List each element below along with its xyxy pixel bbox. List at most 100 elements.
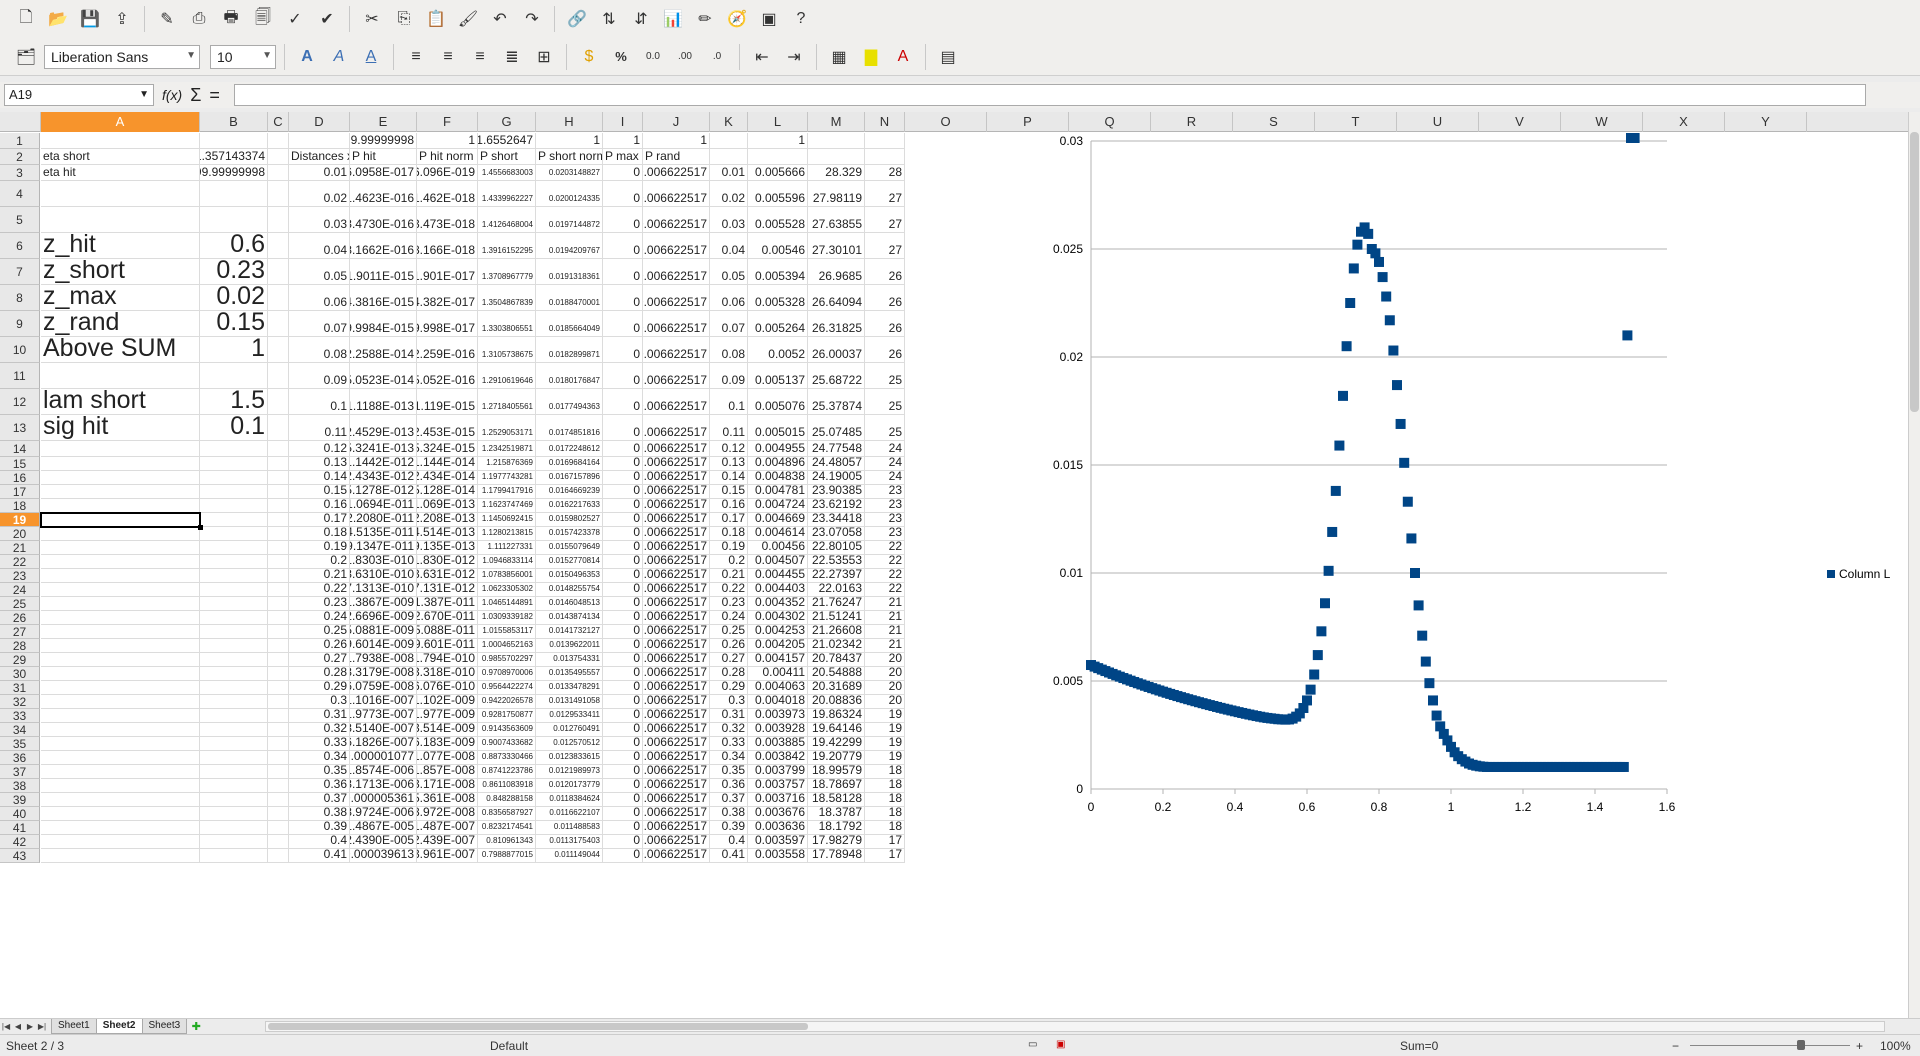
- cell-c5[interactable]: [268, 207, 289, 233]
- cell-g28[interactable]: 1.0004652163: [478, 639, 536, 653]
- cell-j27[interactable]: 0.006622517: [643, 625, 710, 639]
- cell-a12[interactable]: lam short: [41, 389, 200, 415]
- cell-g23[interactable]: 1.0783856001: [478, 569, 536, 583]
- cell-f8[interactable]: 4.382E-017: [417, 285, 478, 311]
- cell-d3[interactable]: 0.01: [289, 165, 350, 181]
- cell-h17[interactable]: 0.0164669239: [536, 485, 603, 499]
- cell-k31[interactable]: 0.29: [710, 681, 748, 695]
- cell-b19[interactable]: [200, 513, 268, 527]
- column-header-g[interactable]: G: [478, 112, 536, 132]
- cell-f33[interactable]: 1.977E-009: [417, 709, 478, 723]
- cell-f31[interactable]: 6.076E-010: [417, 681, 478, 695]
- cell-d27[interactable]: 0.25: [289, 625, 350, 639]
- cell-c11[interactable]: [268, 363, 289, 389]
- cell-n13[interactable]: 25: [865, 415, 905, 441]
- cell-e32[interactable]: 1.1016E-007: [350, 695, 417, 709]
- cell-g14[interactable]: 1.2342519871: [478, 441, 536, 457]
- new-document-icon[interactable]: 🗋: [19, 8, 33, 26]
- cell-j19[interactable]: 0.006622517: [643, 513, 710, 527]
- cell-l24[interactable]: 0.004403: [748, 583, 808, 597]
- cell-e20[interactable]: 4.5135E-011: [350, 527, 417, 541]
- cell-l40[interactable]: 0.003676: [748, 807, 808, 821]
- cell-b18[interactable]: [200, 499, 268, 513]
- cell-j2[interactable]: P rand: [643, 149, 710, 165]
- cell-e8[interactable]: 4.3816E-015: [350, 285, 417, 311]
- cell-j6[interactable]: 0.006622517: [643, 233, 710, 259]
- cell-i29[interactable]: 0: [603, 653, 643, 667]
- sort-descending-icon[interactable]: ⇵: [634, 11, 648, 28]
- cell-m39[interactable]: 18.58128: [808, 793, 865, 807]
- cell-g32[interactable]: 0.9422026578: [478, 695, 536, 709]
- cell-d24[interactable]: 0.22: [289, 583, 350, 597]
- cell-l28[interactable]: 0.004205: [748, 639, 808, 653]
- cell-n4[interactable]: 27: [865, 181, 905, 207]
- cell-l39[interactable]: 0.003716: [748, 793, 808, 807]
- cell-c8[interactable]: [268, 285, 289, 311]
- cell-j17[interactable]: 0.006622517: [643, 485, 710, 499]
- cell-m40[interactable]: 18.3787: [808, 807, 865, 821]
- add-sheet-icon[interactable]: ✚: [191, 1020, 201, 1033]
- cell-a26[interactable]: [41, 611, 200, 625]
- sort-ascending-icon[interactable]: ⇅: [602, 11, 616, 28]
- cell-j21[interactable]: 0.006622517: [643, 541, 710, 555]
- cell-j11[interactable]: 0.006622517: [643, 363, 710, 389]
- cell-e19[interactable]: 2.2080E-011: [350, 513, 417, 527]
- cell-j14[interactable]: 0.006622517: [643, 441, 710, 457]
- clone-format-icon[interactable]: 🖌: [457, 11, 479, 28]
- row-header[interactable]: 39: [0, 793, 40, 807]
- save-icon[interactable]: 💾: [80, 11, 100, 28]
- row-header[interactable]: 11: [0, 363, 40, 389]
- cell-j40[interactable]: 0.006622517: [643, 807, 710, 821]
- cell-f40[interactable]: 8.972E-008: [417, 807, 478, 821]
- cell-d12[interactable]: 0.1: [289, 389, 350, 415]
- align-left-icon[interactable]: ≡: [411, 47, 421, 65]
- italic-icon[interactable]: A: [333, 47, 345, 65]
- cell-l34[interactable]: 0.003928: [748, 723, 808, 737]
- cell-j35[interactable]: 0.006622517: [643, 737, 710, 751]
- cell-f15[interactable]: 1.144E-014: [417, 457, 478, 471]
- cell-f18[interactable]: 1.069E-013: [417, 499, 478, 513]
- open-folder-icon[interactable]: 📂: [48, 11, 68, 28]
- cell-d42[interactable]: 0.4: [289, 835, 350, 849]
- column-header-c[interactable]: C: [268, 112, 289, 132]
- cell-n12[interactable]: 25: [865, 389, 905, 415]
- cell-e33[interactable]: 1.9773E-007: [350, 709, 417, 723]
- row-header[interactable]: 14: [0, 441, 40, 457]
- cell-k4[interactable]: 0.02: [710, 181, 748, 207]
- cell-m18[interactable]: 23.62192: [808, 499, 865, 513]
- cell-i20[interactable]: 0: [603, 527, 643, 541]
- cell-n3[interactable]: 28: [865, 165, 905, 181]
- cell-b8[interactable]: 0.02: [200, 285, 268, 311]
- cell-b17[interactable]: [200, 485, 268, 499]
- cell-n34[interactable]: 19: [865, 723, 905, 737]
- navigator-icon[interactable]: 🧭: [727, 11, 747, 28]
- cell-g26[interactable]: 1.0309339182: [478, 611, 536, 625]
- cell-d28[interactable]: 0.26: [289, 639, 350, 653]
- row-header[interactable]: 41: [0, 821, 40, 835]
- cell-j7[interactable]: 0.006622517: [643, 259, 710, 285]
- cell-m16[interactable]: 24.19005: [808, 471, 865, 485]
- cell-a29[interactable]: [41, 653, 200, 667]
- cell-d8[interactable]: 0.06: [289, 285, 350, 311]
- cell-l27[interactable]: 0.004253: [748, 625, 808, 639]
- cell-i41[interactable]: 0: [603, 821, 643, 835]
- cell-l4[interactable]: 0.005596: [748, 181, 808, 207]
- cell-b12[interactable]: 1.5: [200, 389, 268, 415]
- toggle-grid-icon[interactable]: ▤: [940, 48, 956, 66]
- cell-m20[interactable]: 23.07058: [808, 527, 865, 541]
- cell-m27[interactable]: 21.26608: [808, 625, 865, 639]
- cell-b33[interactable]: [200, 709, 268, 723]
- row-header[interactable]: 20: [0, 527, 40, 541]
- cell-a14[interactable]: [41, 441, 200, 457]
- cell-b26[interactable]: [200, 611, 268, 625]
- cell-g22[interactable]: 1.0946833114: [478, 555, 536, 569]
- cell-f11[interactable]: 5.052E-016: [417, 363, 478, 389]
- cell-a27[interactable]: [41, 625, 200, 639]
- cell-l35[interactable]: 0.003885: [748, 737, 808, 751]
- cell-a43[interactable]: [41, 849, 200, 863]
- cell-b37[interactable]: [200, 765, 268, 779]
- cell-j42[interactable]: 0.006622517: [643, 835, 710, 849]
- cell-i5[interactable]: 0: [603, 207, 643, 233]
- cell-e28[interactable]: 9.6014E-009: [350, 639, 417, 653]
